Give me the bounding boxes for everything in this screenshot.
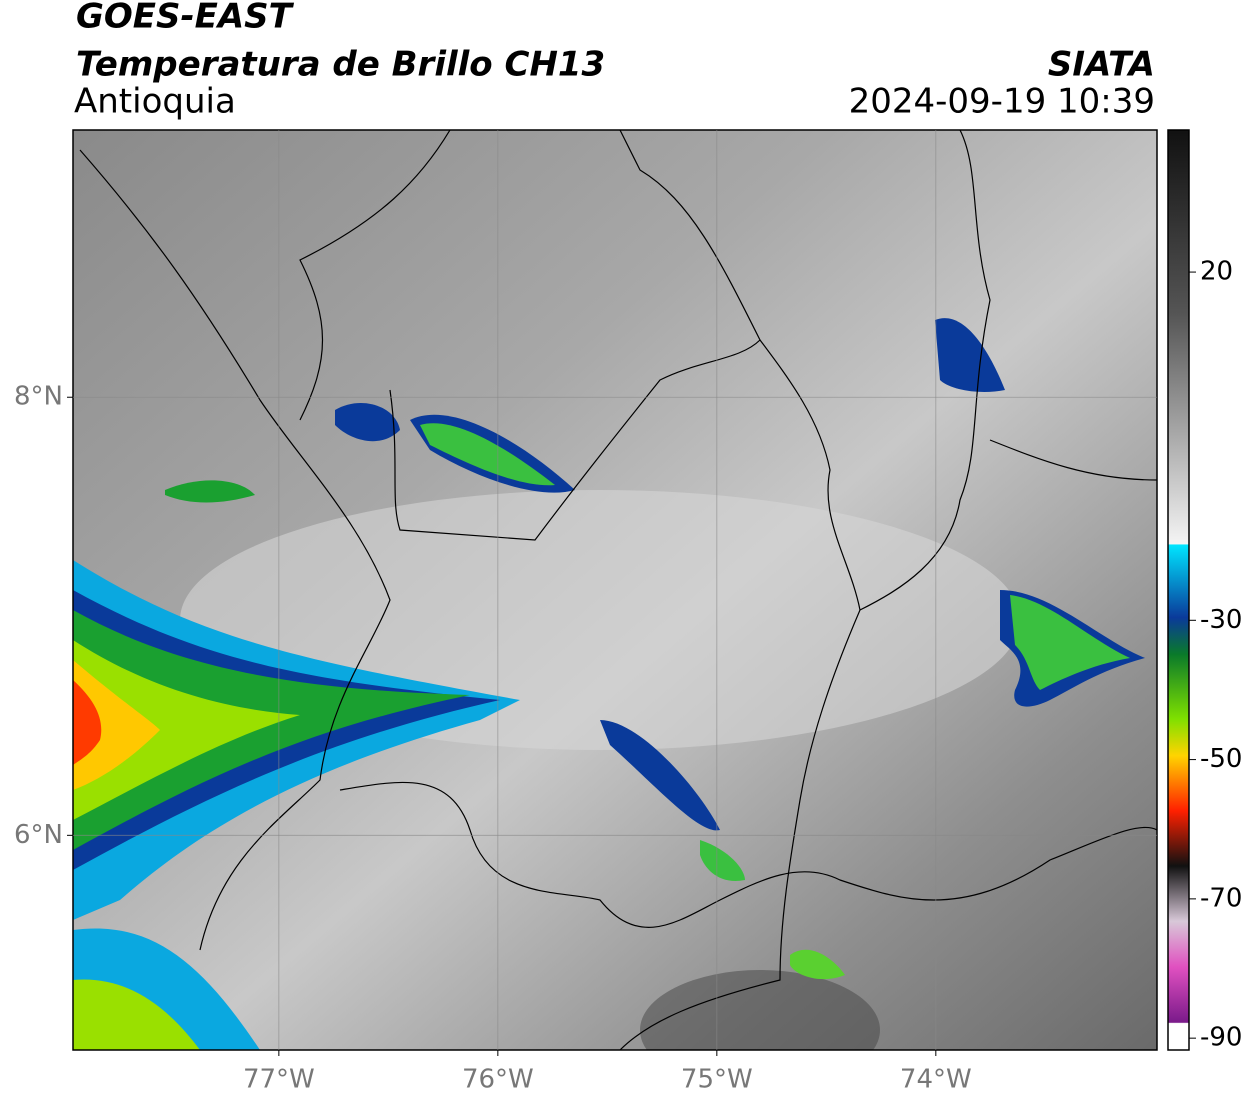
- x-tick-label: 74°W: [900, 1065, 972, 1095]
- y-tick-label: 6°N: [14, 820, 63, 850]
- x-tick-label: 76°W: [462, 1065, 534, 1095]
- map-frame: [72, 129, 1158, 1051]
- title: GOES-EAST: [76, 0, 295, 37]
- x-tick-label: 75°W: [681, 1065, 753, 1095]
- subtitle: Temperatura de Brillo CH13: [76, 45, 605, 85]
- y-tick-label: 8°N: [14, 382, 63, 412]
- map-axes: 77°W 76°W 75°W 74°W 8°N 6°N: [14, 130, 1157, 1095]
- datetime: 2024-09-19 10:39: [849, 82, 1155, 122]
- colorbar-tick-label: 20: [1200, 257, 1233, 287]
- colorbar-tick-label: -90: [1200, 1023, 1242, 1053]
- colorbar-tick-label: -70: [1200, 883, 1242, 913]
- colorbar: [1167, 129, 1190, 1051]
- x-tick-label: 77°W: [243, 1065, 315, 1095]
- colorbar-tick-label: -50: [1200, 744, 1242, 774]
- satellite-image: [73, 130, 1157, 1050]
- source: SIATA: [1048, 45, 1155, 85]
- region: Antioquia: [74, 82, 236, 122]
- colorbar-axis: 20 -30 -50 -70 -90: [1189, 257, 1242, 1053]
- colorbar-tick-label: -30: [1200, 605, 1242, 635]
